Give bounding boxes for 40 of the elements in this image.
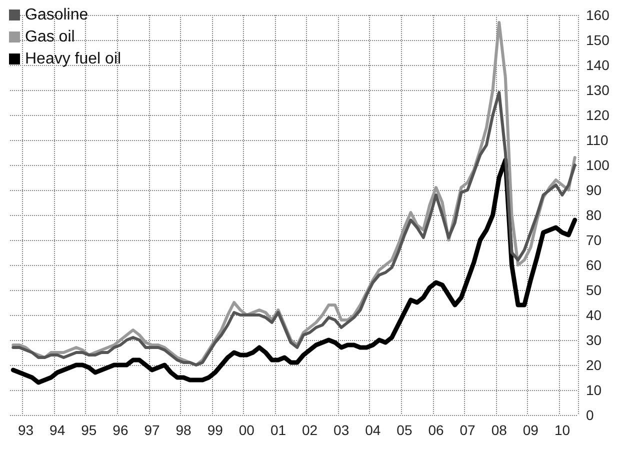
x-tick-label: 05 xyxy=(396,422,412,438)
x-tick-label: 01 xyxy=(270,422,286,438)
x-tick-label: 93 xyxy=(18,422,34,438)
y-tick-label: 40 xyxy=(586,307,602,323)
x-tick-label: 09 xyxy=(522,422,539,438)
y-tick-label: 50 xyxy=(586,282,602,298)
y-tick-label: 20 xyxy=(586,357,602,373)
y-tick-label: 90 xyxy=(586,182,602,198)
x-tick-label: 08 xyxy=(491,422,508,438)
x-tick-label: 02 xyxy=(302,422,318,438)
y-tick-label: 30 xyxy=(586,332,602,348)
y-tick-label: 70 xyxy=(586,232,602,248)
line-series xyxy=(10,158,578,385)
x-tick-label: 00 xyxy=(238,422,255,438)
y-tick-label: 110 xyxy=(586,132,609,148)
x-tick-label: 95 xyxy=(81,422,97,438)
x-tick-label: 10 xyxy=(554,422,570,438)
x-tick-label: 94 xyxy=(50,422,66,438)
x-tick-label: 07 xyxy=(460,422,476,438)
y-tick-label: 150 xyxy=(586,32,610,48)
y-tick-label: 0 xyxy=(586,407,594,423)
y-tick-label: 100 xyxy=(586,157,610,173)
x-tick-label: 97 xyxy=(144,422,160,438)
x-tick-label: 06 xyxy=(428,422,444,438)
x-tick-label: 03 xyxy=(334,422,350,438)
legend-label: Gas oil xyxy=(25,28,75,46)
legend-label: Heavy fuel oil xyxy=(25,50,122,68)
y-tick-label: 80 xyxy=(586,207,602,223)
legend-label: Gasoline xyxy=(25,6,88,24)
x-tick-label: 98 xyxy=(176,422,192,438)
x-tick-label: 04 xyxy=(365,422,381,438)
y-tick-label: 60 xyxy=(586,257,602,273)
y-tick-label: 140 xyxy=(586,57,610,73)
y-tick-label: 130 xyxy=(586,82,610,98)
y-tick-label: 120 xyxy=(586,107,610,123)
x-tick-label: 96 xyxy=(112,422,128,438)
line-series xyxy=(12,91,576,366)
x-tick-label: 99 xyxy=(207,422,224,438)
y-tick-label: 160 xyxy=(586,7,610,23)
y-tick-label: 10 xyxy=(586,382,602,398)
